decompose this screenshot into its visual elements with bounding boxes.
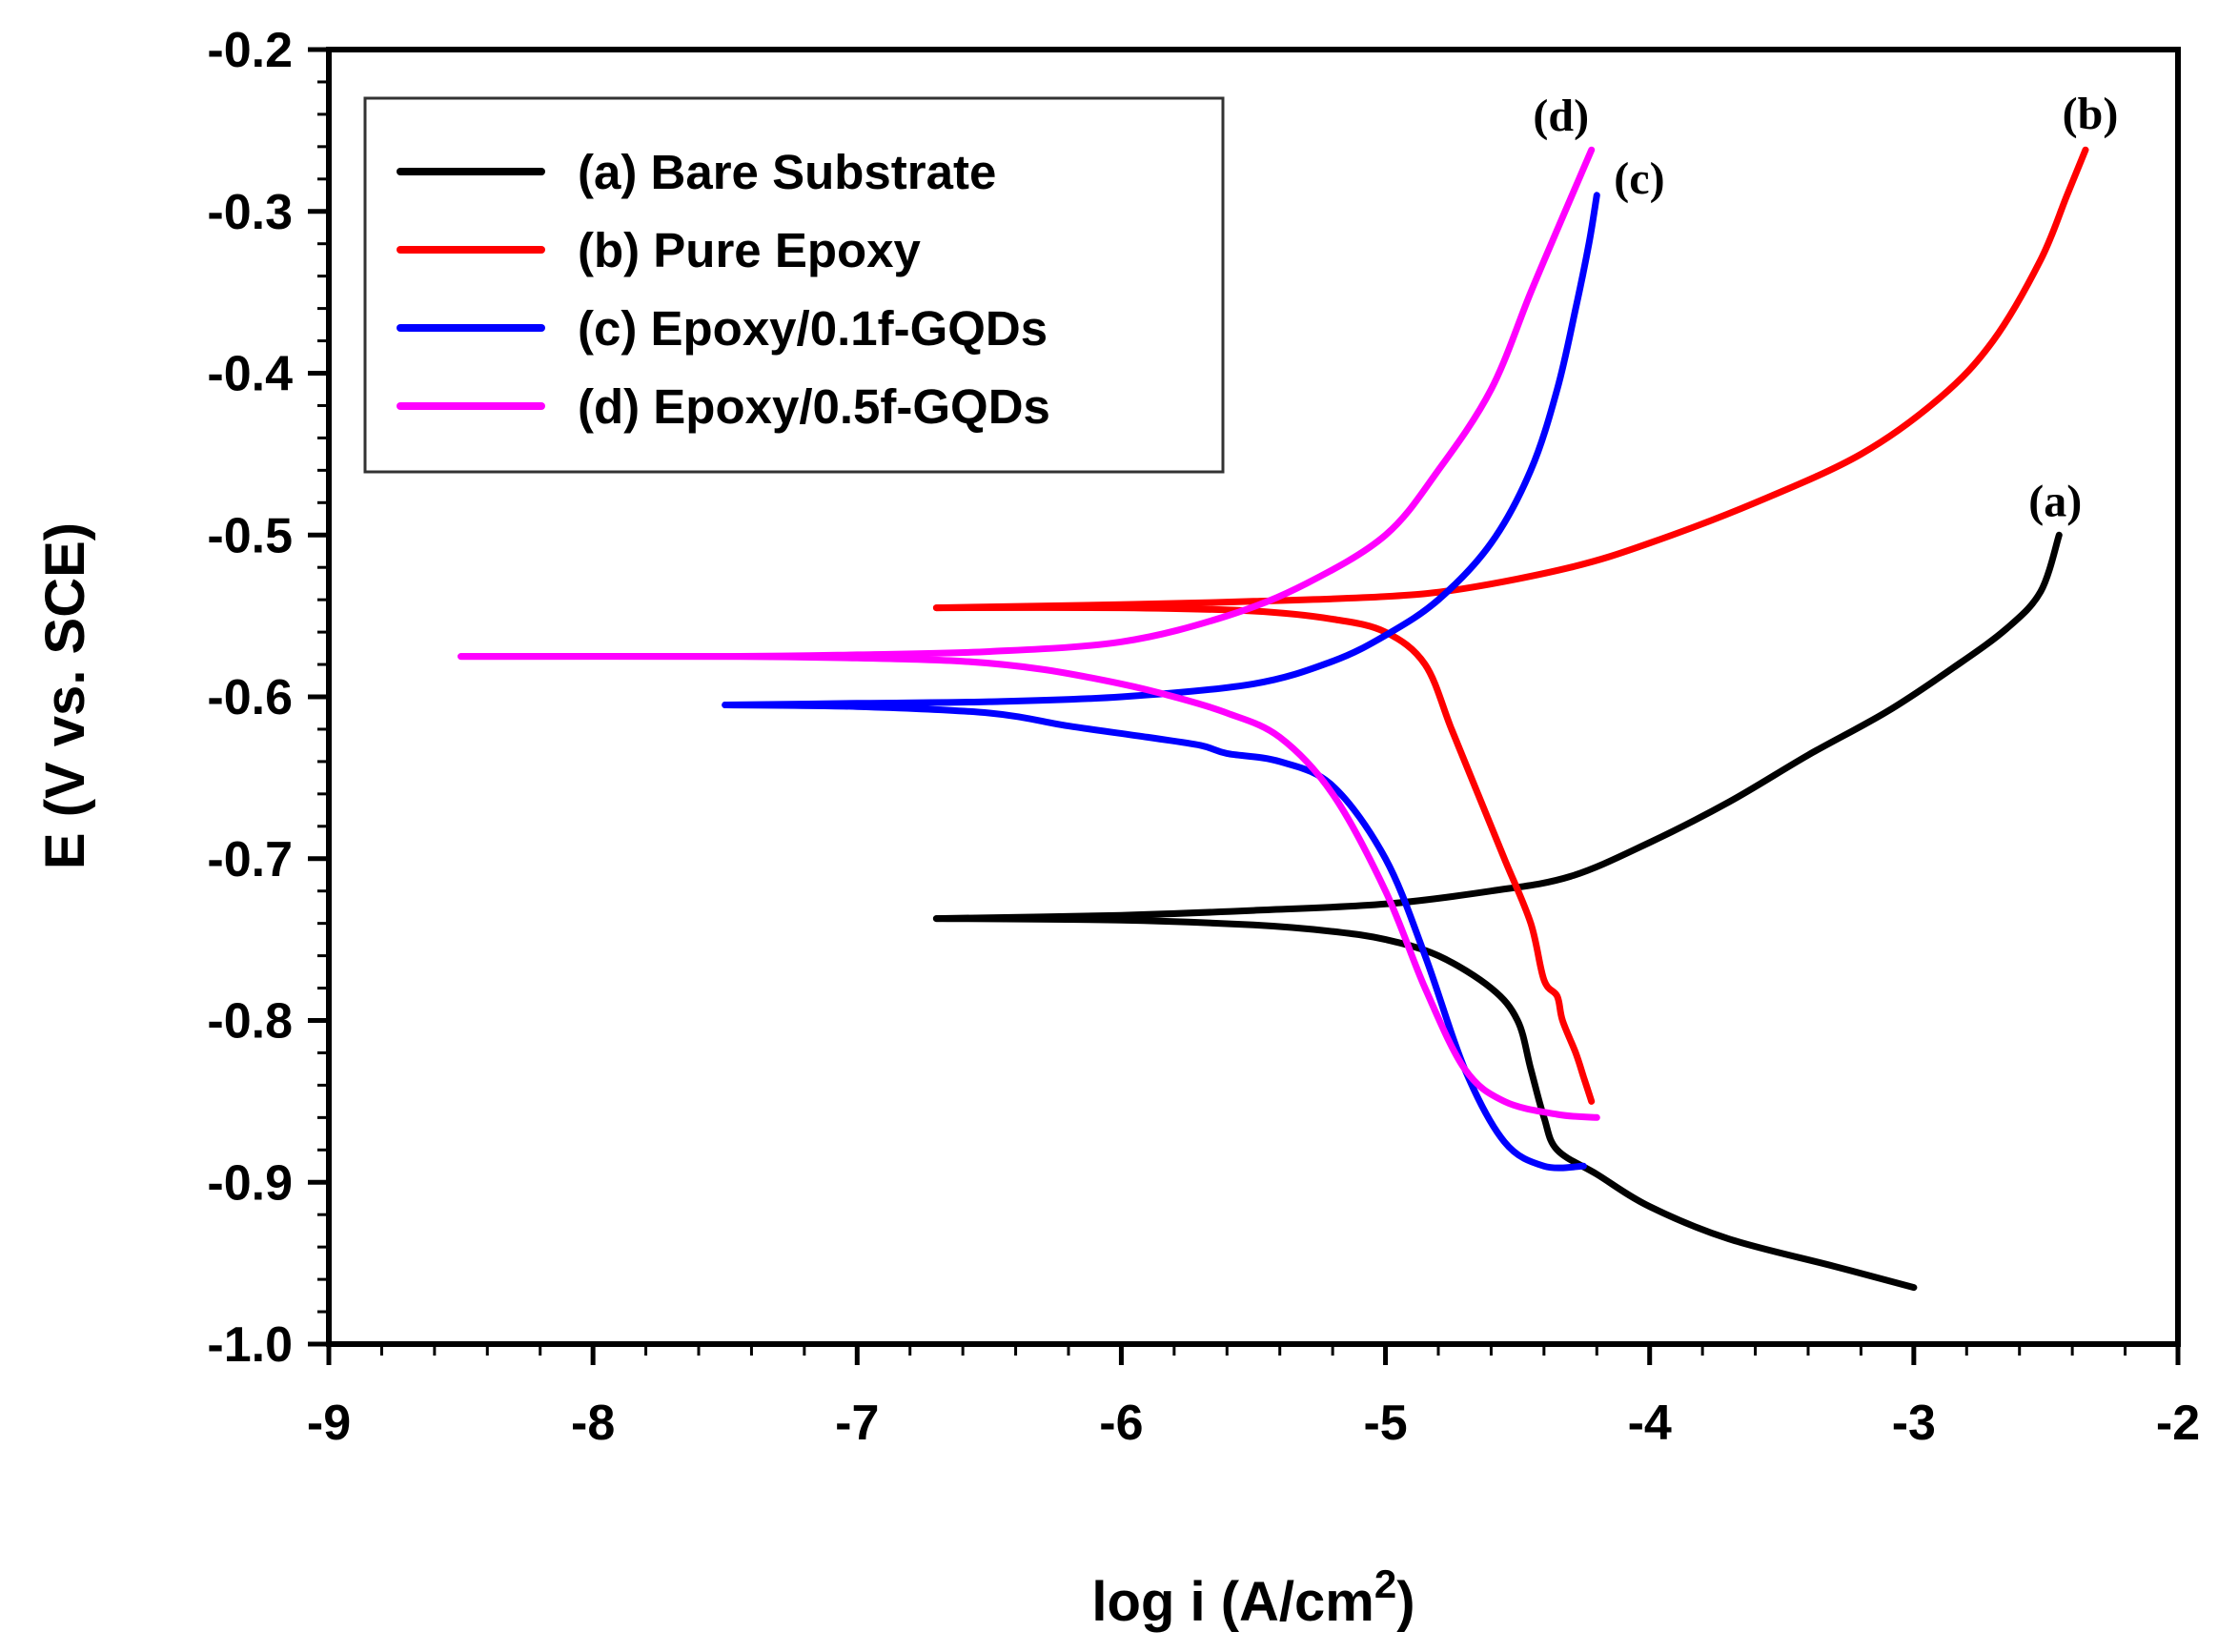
y-tick-label: -0.3 bbox=[207, 185, 293, 240]
curve-label-3: (d) bbox=[1533, 91, 1589, 141]
series-2-cathodic-line bbox=[722, 702, 1587, 1172]
y-tick-label: -1.0 bbox=[207, 1317, 293, 1373]
series-layer bbox=[458, 146, 2089, 1292]
x-axis-title-main: log i (A/cm bbox=[1091, 1571, 1374, 1633]
x-tick-label: -6 bbox=[1099, 1396, 1143, 1451]
x-tick-label: -2 bbox=[2156, 1396, 2200, 1451]
legend-label-1: (b) Pure Epoxy bbox=[578, 223, 922, 277]
series-3-anodic-line bbox=[458, 146, 1596, 661]
series-0-anodic-line bbox=[932, 531, 2063, 923]
y-tick-label: -0.9 bbox=[207, 1155, 293, 1211]
y-tick-label: -0.6 bbox=[207, 670, 293, 725]
legend-label-3: (d) Epoxy/0.5f-GQDs bbox=[578, 379, 1050, 434]
y-tick-label: -0.8 bbox=[207, 994, 293, 1050]
x-tick-label: -8 bbox=[571, 1396, 615, 1451]
curve-label-1: (b) bbox=[2063, 89, 2119, 139]
legend-label-0: (a) Bare Substrate bbox=[578, 145, 996, 199]
x-tick-label: -3 bbox=[1892, 1396, 1936, 1451]
x-tick-label: -9 bbox=[307, 1396, 351, 1451]
x-axis-title-sup: 2 bbox=[1374, 1561, 1396, 1606]
x-axis-title-close: ) bbox=[1396, 1571, 1414, 1633]
y-tick-label: -0.5 bbox=[207, 508, 293, 563]
curve-annotations: (a) (b) (c) (d) bbox=[1533, 89, 2118, 526]
series-1-anodic-line bbox=[932, 146, 2089, 612]
y-tick-label: -0.4 bbox=[207, 347, 293, 402]
legend-label-2: (c) Epoxy/0.1f-GQDs bbox=[578, 301, 1048, 356]
series-0-cathodic-line bbox=[932, 915, 1918, 1292]
curve-label-0: (a) bbox=[2028, 476, 2082, 526]
x-tick-label: -4 bbox=[1628, 1396, 1672, 1451]
x-tick-label: -7 bbox=[835, 1396, 879, 1451]
legend-box bbox=[363, 96, 1225, 474]
x-tick-label: -5 bbox=[1363, 1396, 1407, 1451]
y-tick-label: -0.7 bbox=[207, 832, 293, 887]
axis-ticks bbox=[308, 47, 2181, 1365]
y-tick-label: -0.2 bbox=[207, 23, 293, 78]
series-2-anodic-line bbox=[722, 192, 1600, 708]
legend: (a) Bare Substrate (b) Pure Epoxy (c) Epox… bbox=[363, 96, 1225, 474]
curve-label-2: (c) bbox=[1614, 153, 1664, 204]
series-3-cathodic-line bbox=[458, 652, 1600, 1121]
axis-tick-labels: -9 -8 -7 -6 -5 -4 -3 -2 -0.2 -0.3 -0.4 -0.5 -0.6 -0.7… bbox=[207, 23, 2200, 1451]
y-axis-title: E (V vs. SCE) bbox=[34, 522, 96, 869]
x-axis-title: log i (A/cm2) bbox=[1091, 1561, 1414, 1633]
